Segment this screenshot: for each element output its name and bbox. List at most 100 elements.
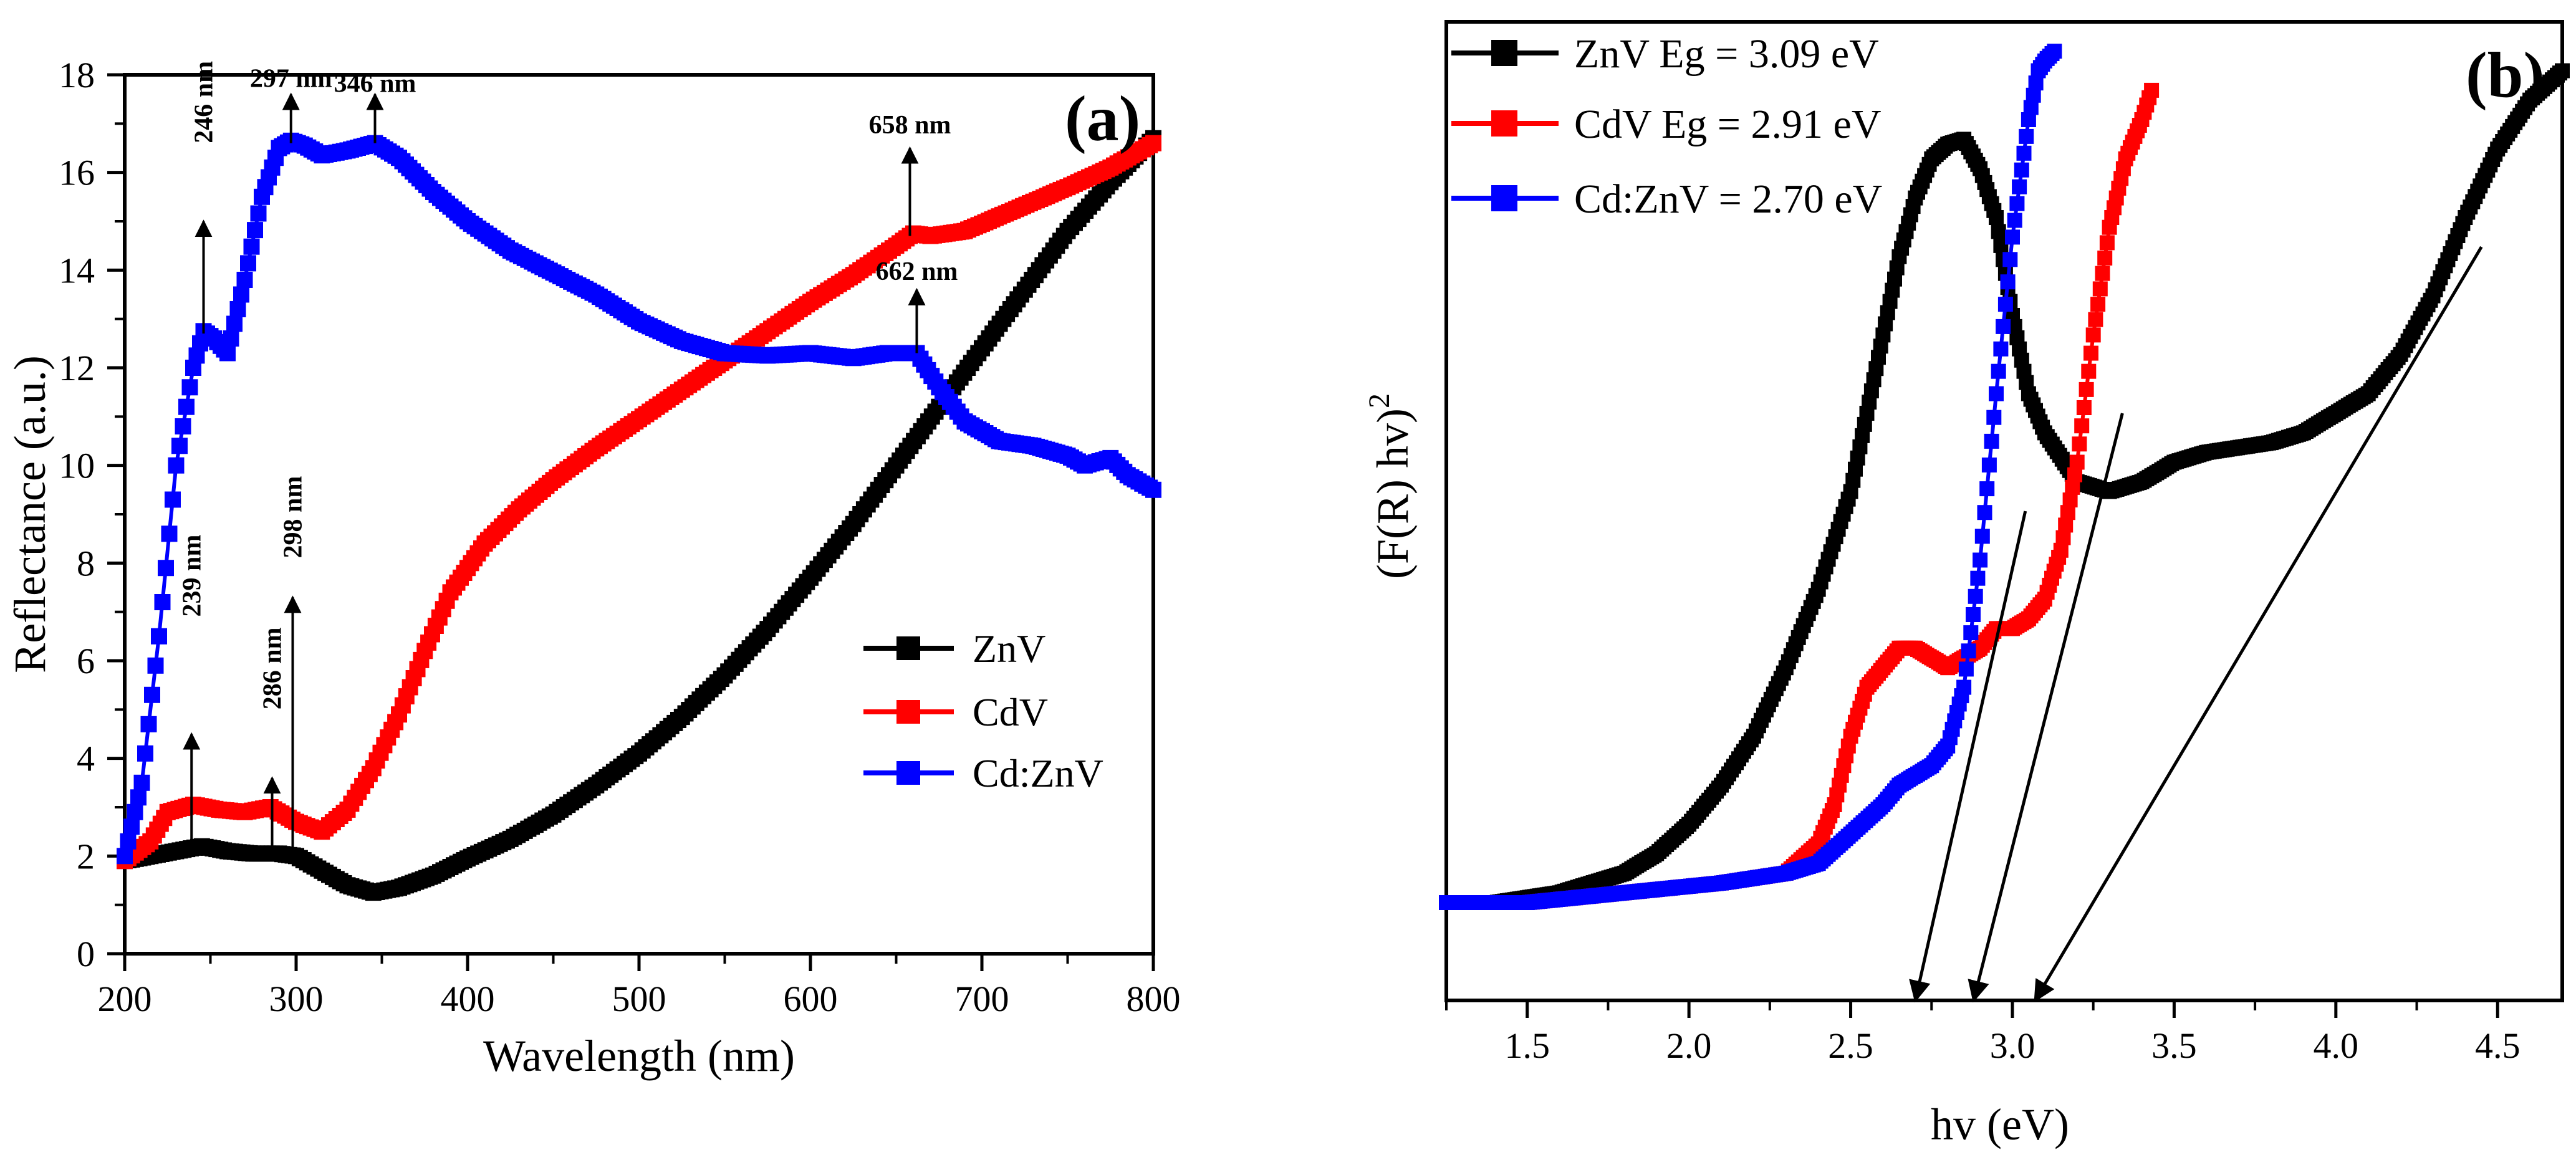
panel-b-ticks: 1.5 2.0 2.5 3.0 3.5 4.0 4.5 [1445,1000,2520,1066]
panel-a-y-tick-label: 10 [59,446,95,486]
panel-b: 1.5 2.0 2.5 3.0 3.5 4.0 4.5 hv (eV) (F(R) hv)2… [1363,20,2570,1149]
panel-a-y-axis-label: Reflectance (a.u.) [5,355,55,673]
panel-b-series-cdv-point [2079,381,2094,397]
panel-a-series-znv [117,130,1161,901]
panel-a-ticks: 200 300 400 500 600 700 800 0 2 4 6 8 10 12 14 16 18 [59,55,1181,1019]
panel-a-y-tick-label: 4 [77,739,95,779]
panel-a-y-tick-label: 18 [59,55,95,95]
panel-a-series-cd-znv-point [161,525,178,542]
panel-a-series-cd-znv-point [181,379,198,396]
panel-b-series-cd-znv-point [2047,44,2062,59]
panel-a-x-tick-label: 600 [784,979,838,1019]
annotation-label-662-nm: 662 nm [876,257,958,286]
panel-b-series-cdv-point [2092,281,2108,297]
panel-b-series-cdv-point [2053,542,2069,558]
panel-b-series-cdv-point [2088,312,2103,327]
panel-b-series-cd-znv-point [1979,481,1995,497]
panel-a-series-cd-znv-point [123,818,140,835]
panel-b-series-cd-znv-point [1981,458,1997,472]
panel-b-series-cdv-point [2081,363,2097,379]
legend-b-marker-cdv [1491,110,1517,137]
panel-b-y-axis-label-base: (F(R) hv) [1368,408,1418,579]
panel-b-y-axis-label-superscript: 2 [1363,393,1396,408]
panel-b-series-znv [1439,63,2570,910]
panel-b-series-cd-znv-point [1970,570,1986,586]
panel-a-series-cd-znv-point [236,272,253,288]
panel-b-series-cdv-point [2072,436,2087,452]
panel-b-series-znv-point [1991,224,2006,239]
panel-a-series-cd-znv-point [250,205,267,222]
panel-a-series-cd-znv-point [223,330,239,347]
panel-a-series-cd-znv-point [117,848,133,865]
panel-a-series-cd-znv-point [233,286,249,303]
panel-a-y-tick-label: 8 [77,543,95,583]
panel-b-series-cdv-point [2097,251,2113,266]
legend-a-label-znv: ZnV [973,626,1045,671]
panel-b-series-cd-znv-point [1963,625,1979,641]
panel-b-x-axis-label: hv (eV) [1931,1100,2069,1149]
panel-a-x-tick-label: 400 [441,979,495,1019]
panel-b-series-cd-znv-point [2016,145,2032,161]
panel-b-series-cd-znv-point [2007,213,2022,228]
legend-b-marker-znv [1491,40,1517,66]
panel-a-annotations: 239 nm 286 nm 298 nm 246 nm 297 nm 346 nm 658 … [178,61,958,856]
panel-b-tangent-lines [1909,246,2483,1003]
panel-a-series-cd-znv-point [240,255,256,272]
panel-b-series-cd-znv-point [1966,607,1981,622]
panel-b-series-cd-znv-point [1986,410,2002,425]
panel-b-legend: ZnV Eg = 3.09 eV CdV Eg = 2.91 eV Cd:ZnV… [1451,31,1882,222]
panel-a-series-cd-znv-point [165,491,181,508]
panel-a-legend: ZnV CdV Cd:ZnV [863,626,1103,795]
annotation-label-346-nm: 346 nm [334,69,416,98]
panel-a-x-tick-label: 700 [955,979,1009,1019]
panel-b-series-cd-znv-point [1958,661,1974,677]
panel-a: 200 300 400 500 600 700 800 0 2 4 6 8 10 12 14 16 18 239… [5,55,1181,1081]
panel-a-series-cd-znv-point [133,774,150,791]
panel-b-x-tick-label: 3.5 [2151,1025,2197,1066]
panel-b-series-cdv-point [2062,492,2078,508]
legend-a-marker-cdv [896,700,920,724]
panel-a-y-tick-label: 16 [59,153,95,193]
panel-b-series-cd-znv-point [2014,162,2029,178]
panel-a-x-tick-label: 500 [612,979,666,1019]
panel-a-x-tick-label: 800 [1127,979,1181,1019]
legend-a-marker-cdznv [896,761,920,785]
panel-b-x-tick-label: 2.5 [1828,1025,1873,1066]
panel-b-series-cd-znv-point [1973,552,1988,568]
panel-b-y-axis-label: (F(R) hv)2 [1363,393,1418,579]
panel-b-series-znv-point [1989,210,2004,225]
panel-a-series-cd-znv-point [137,745,153,762]
panel-a-series-cd-znv-point [140,716,157,732]
panel-a-series-cd-znv-point [229,301,246,317]
tangent-line-cd-znv [1909,511,2027,1003]
panel-a-series-cd-znv-point [171,438,188,454]
panel-a-series [117,130,1161,901]
panel-b-series-cd-znv [1439,44,2062,910]
legend-a-label-cdv: CdV [973,690,1048,734]
panel-b-x-tick-label: 1.5 [1504,1025,1550,1066]
annotation-label-239-nm: 239 nm [178,535,206,617]
panel-b-series-cdv-point [2090,297,2106,312]
panel-a-series-cdv-point [1145,135,1161,151]
legend-b-marker-cdznv [1491,185,1517,211]
annotation-label-297-nm: 297 nm [250,65,332,93]
panel-b-series-cd-znv-point [2002,252,2018,267]
panel-a-y-tick-label: 14 [59,250,95,290]
panel-b-series-cd-znv-point [2012,179,2027,194]
panel-a-series-cdv [117,135,1161,870]
panel-a-series-cd-znv-point [147,657,164,674]
panel-a-series-cd-znv-point [168,457,185,474]
panel-b-series-cd-znv-point [2000,274,2016,290]
panel-b-x-tick-label: 2.0 [1666,1025,1712,1066]
panel-a-y-tick-label: 6 [77,641,95,681]
panel-b-series-cdv-point [2060,505,2075,520]
panel-b-series-cd-znv-point [2009,196,2025,211]
panel-a-series-cd-znv-point [243,238,260,255]
panel-a-x-tick-label: 200 [98,979,152,1019]
panel-a-series-cd-znv-point [158,560,174,577]
panel-b-series-cd-znv-point [1991,363,2006,379]
panel-b-label: (b) [2466,39,2545,111]
panel-b-plot-frame [1444,20,2564,1002]
legend-b-label-cdv: CdV Eg = 2.91 eV [1574,102,1882,147]
legend-b-label-cdznv: Cd:ZnV = 2.70 eV [1574,176,1882,222]
